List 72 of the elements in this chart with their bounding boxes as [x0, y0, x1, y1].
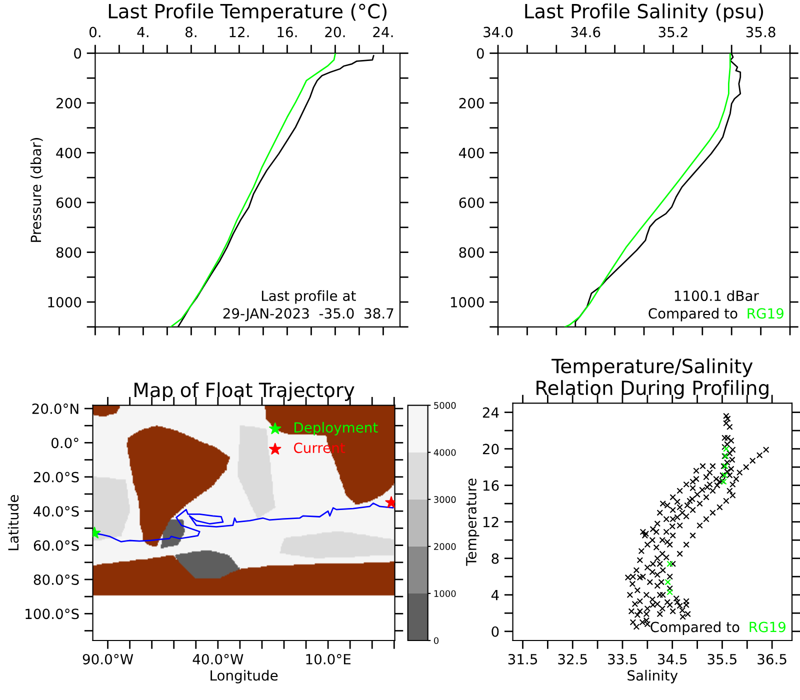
- annotation: 1100.1 dBar: [674, 290, 759, 302]
- x-tick-label: 35.8: [746, 26, 776, 38]
- y-tick-label: 200: [459, 98, 484, 108]
- point: [666, 588, 674, 596]
- y-tick-label: 20.0°N: [32, 404, 78, 414]
- y-tick-label: 0: [492, 626, 499, 637]
- x-tick-label: 24.: [373, 26, 393, 38]
- text: RG19: [748, 308, 784, 319]
- y-tick-label: 400: [458, 148, 484, 158]
- y-tick-label: 4: [491, 590, 499, 600]
- point: [666, 560, 674, 567]
- x-tick-label: 32.5: [558, 654, 587, 664]
- color-bar-label: 5000: [434, 402, 456, 409]
- y-tick-label: 100.0°S: [26, 608, 79, 620]
- x-tick-label: 31.5: [508, 654, 538, 664]
- color-bar-label: 3000: [434, 496, 456, 503]
- color-bar-label: 0: [434, 637, 439, 644]
- y-tick-label: 8: [492, 553, 499, 564]
- y-tick-label: 20: [482, 444, 499, 454]
- chart-title: Temperature/Salinity Relation During Profiling: [536, 358, 768, 399]
- y-tick-label: 80.0°S: [34, 574, 79, 585]
- y-axis-title: Temperature: [466, 478, 480, 566]
- x-tick-label: 40.0°W: [192, 654, 244, 664]
- color-bar-label: 1000: [434, 590, 456, 598]
- y-axis-title: Latitude: [8, 495, 19, 550]
- x-tick-label: 20.: [325, 26, 345, 38]
- y-tick-label: 800: [56, 247, 82, 258]
- annotation: 29-JAN-2023 -35.0 38.7: [223, 308, 394, 322]
- y-tick-label: 400: [56, 148, 82, 158]
- y-tick-label: 0: [476, 48, 484, 59]
- color-bar-label: 4000: [434, 449, 456, 456]
- y-tick-label: 800: [459, 247, 484, 258]
- annotation: Last profile at: [262, 290, 356, 304]
- x-tick-label: 10.0°E: [306, 654, 350, 664]
- y-tick-label: 40.0°S: [34, 506, 79, 517]
- y-tick-label: 12: [483, 516, 498, 528]
- x-axis-title: Longitude: [210, 670, 278, 684]
- x-tick-label: 90.0°W: [82, 654, 134, 664]
- point: [664, 578, 672, 586]
- x-tick-label: 35.5: [708, 654, 736, 664]
- y-tick-label: 0.0°: [51, 438, 78, 448]
- x-tick-label: 0.: [89, 26, 100, 38]
- x-tick-label: 16.: [278, 26, 297, 38]
- x-tick-label: 34.0: [484, 26, 513, 38]
- y-tick-label: 600: [459, 197, 484, 208]
- x-tick-label: 35.2: [658, 26, 688, 38]
- color-bar-label: 2000: [434, 543, 456, 550]
- chart-title: Last Profile Temperature (°C): [108, 3, 386, 22]
- annotation: Compared to: [648, 308, 738, 322]
- x-tick-label: 8.: [186, 26, 196, 38]
- x-tick-label: 34.5: [658, 654, 687, 664]
- y-tick-label: 20.0°S: [34, 472, 79, 482]
- chart-title: Last Profile Salinity (psu): [525, 3, 764, 22]
- text: RG19: [750, 622, 786, 632]
- x-tick-label: 34.6: [571, 26, 600, 38]
- x-axis-title: Salinity: [628, 670, 678, 684]
- y-tick-label: 1000: [450, 296, 484, 308]
- x-tick-label: 33.5: [608, 654, 637, 664]
- y-tick-label: 0: [74, 48, 82, 59]
- annotation: Compared to: [650, 622, 740, 635]
- y-tick-label: 60.0°S: [34, 540, 79, 551]
- y-axis-title: Pressure (dbar): [30, 138, 43, 242]
- chart-title: Map of Float Trajectory: [134, 382, 354, 402]
- y-tick-label: 24: [482, 407, 499, 418]
- x-tick-label: 12.: [230, 26, 249, 38]
- legend-label: Deployment: [294, 422, 378, 436]
- x-tick-label: 36.5: [758, 654, 786, 664]
- x-tick-label: 4.: [137, 26, 148, 38]
- y-tick-label: 600: [56, 197, 82, 208]
- y-tick-label: 200: [56, 98, 82, 108]
- y-tick-label: 16: [483, 480, 499, 491]
- y-tick-label: 1000: [48, 296, 82, 308]
